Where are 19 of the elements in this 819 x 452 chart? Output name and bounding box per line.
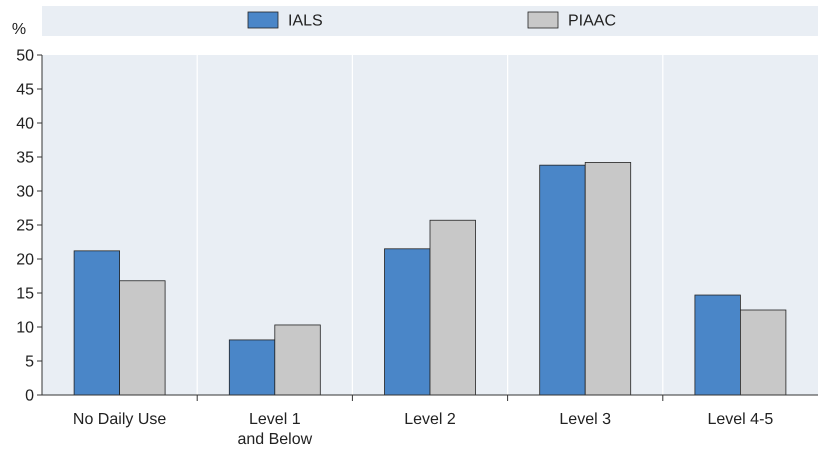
- legend-label: PIAAC: [568, 12, 616, 30]
- y-axis-title: %: [12, 21, 26, 38]
- x-tick-label: Level 1 and Below: [237, 411, 313, 448]
- x-tick-label: Level 4-5: [707, 411, 774, 428]
- y-tick-label: 10: [16, 320, 34, 337]
- x-tick-label: No Daily Use: [72, 411, 166, 428]
- y-tick-label: 0: [25, 388, 34, 405]
- y-tick-label: 15: [16, 286, 34, 303]
- y-tick-label: 30: [16, 184, 34, 201]
- x-tick-label: Level 3: [559, 411, 612, 428]
- y-tick-label: 20: [16, 252, 34, 269]
- y-tick-label: 45: [16, 82, 34, 99]
- y-tick-label: 25: [16, 218, 34, 235]
- y-tick-label: 5: [25, 354, 34, 371]
- y-tick-label: 35: [16, 150, 34, 167]
- y-tick-label: 40: [16, 116, 34, 133]
- legend-label: IALS: [288, 12, 323, 30]
- y-tick-label: 50: [16, 48, 34, 65]
- x-tick-label: Level 2: [404, 411, 456, 428]
